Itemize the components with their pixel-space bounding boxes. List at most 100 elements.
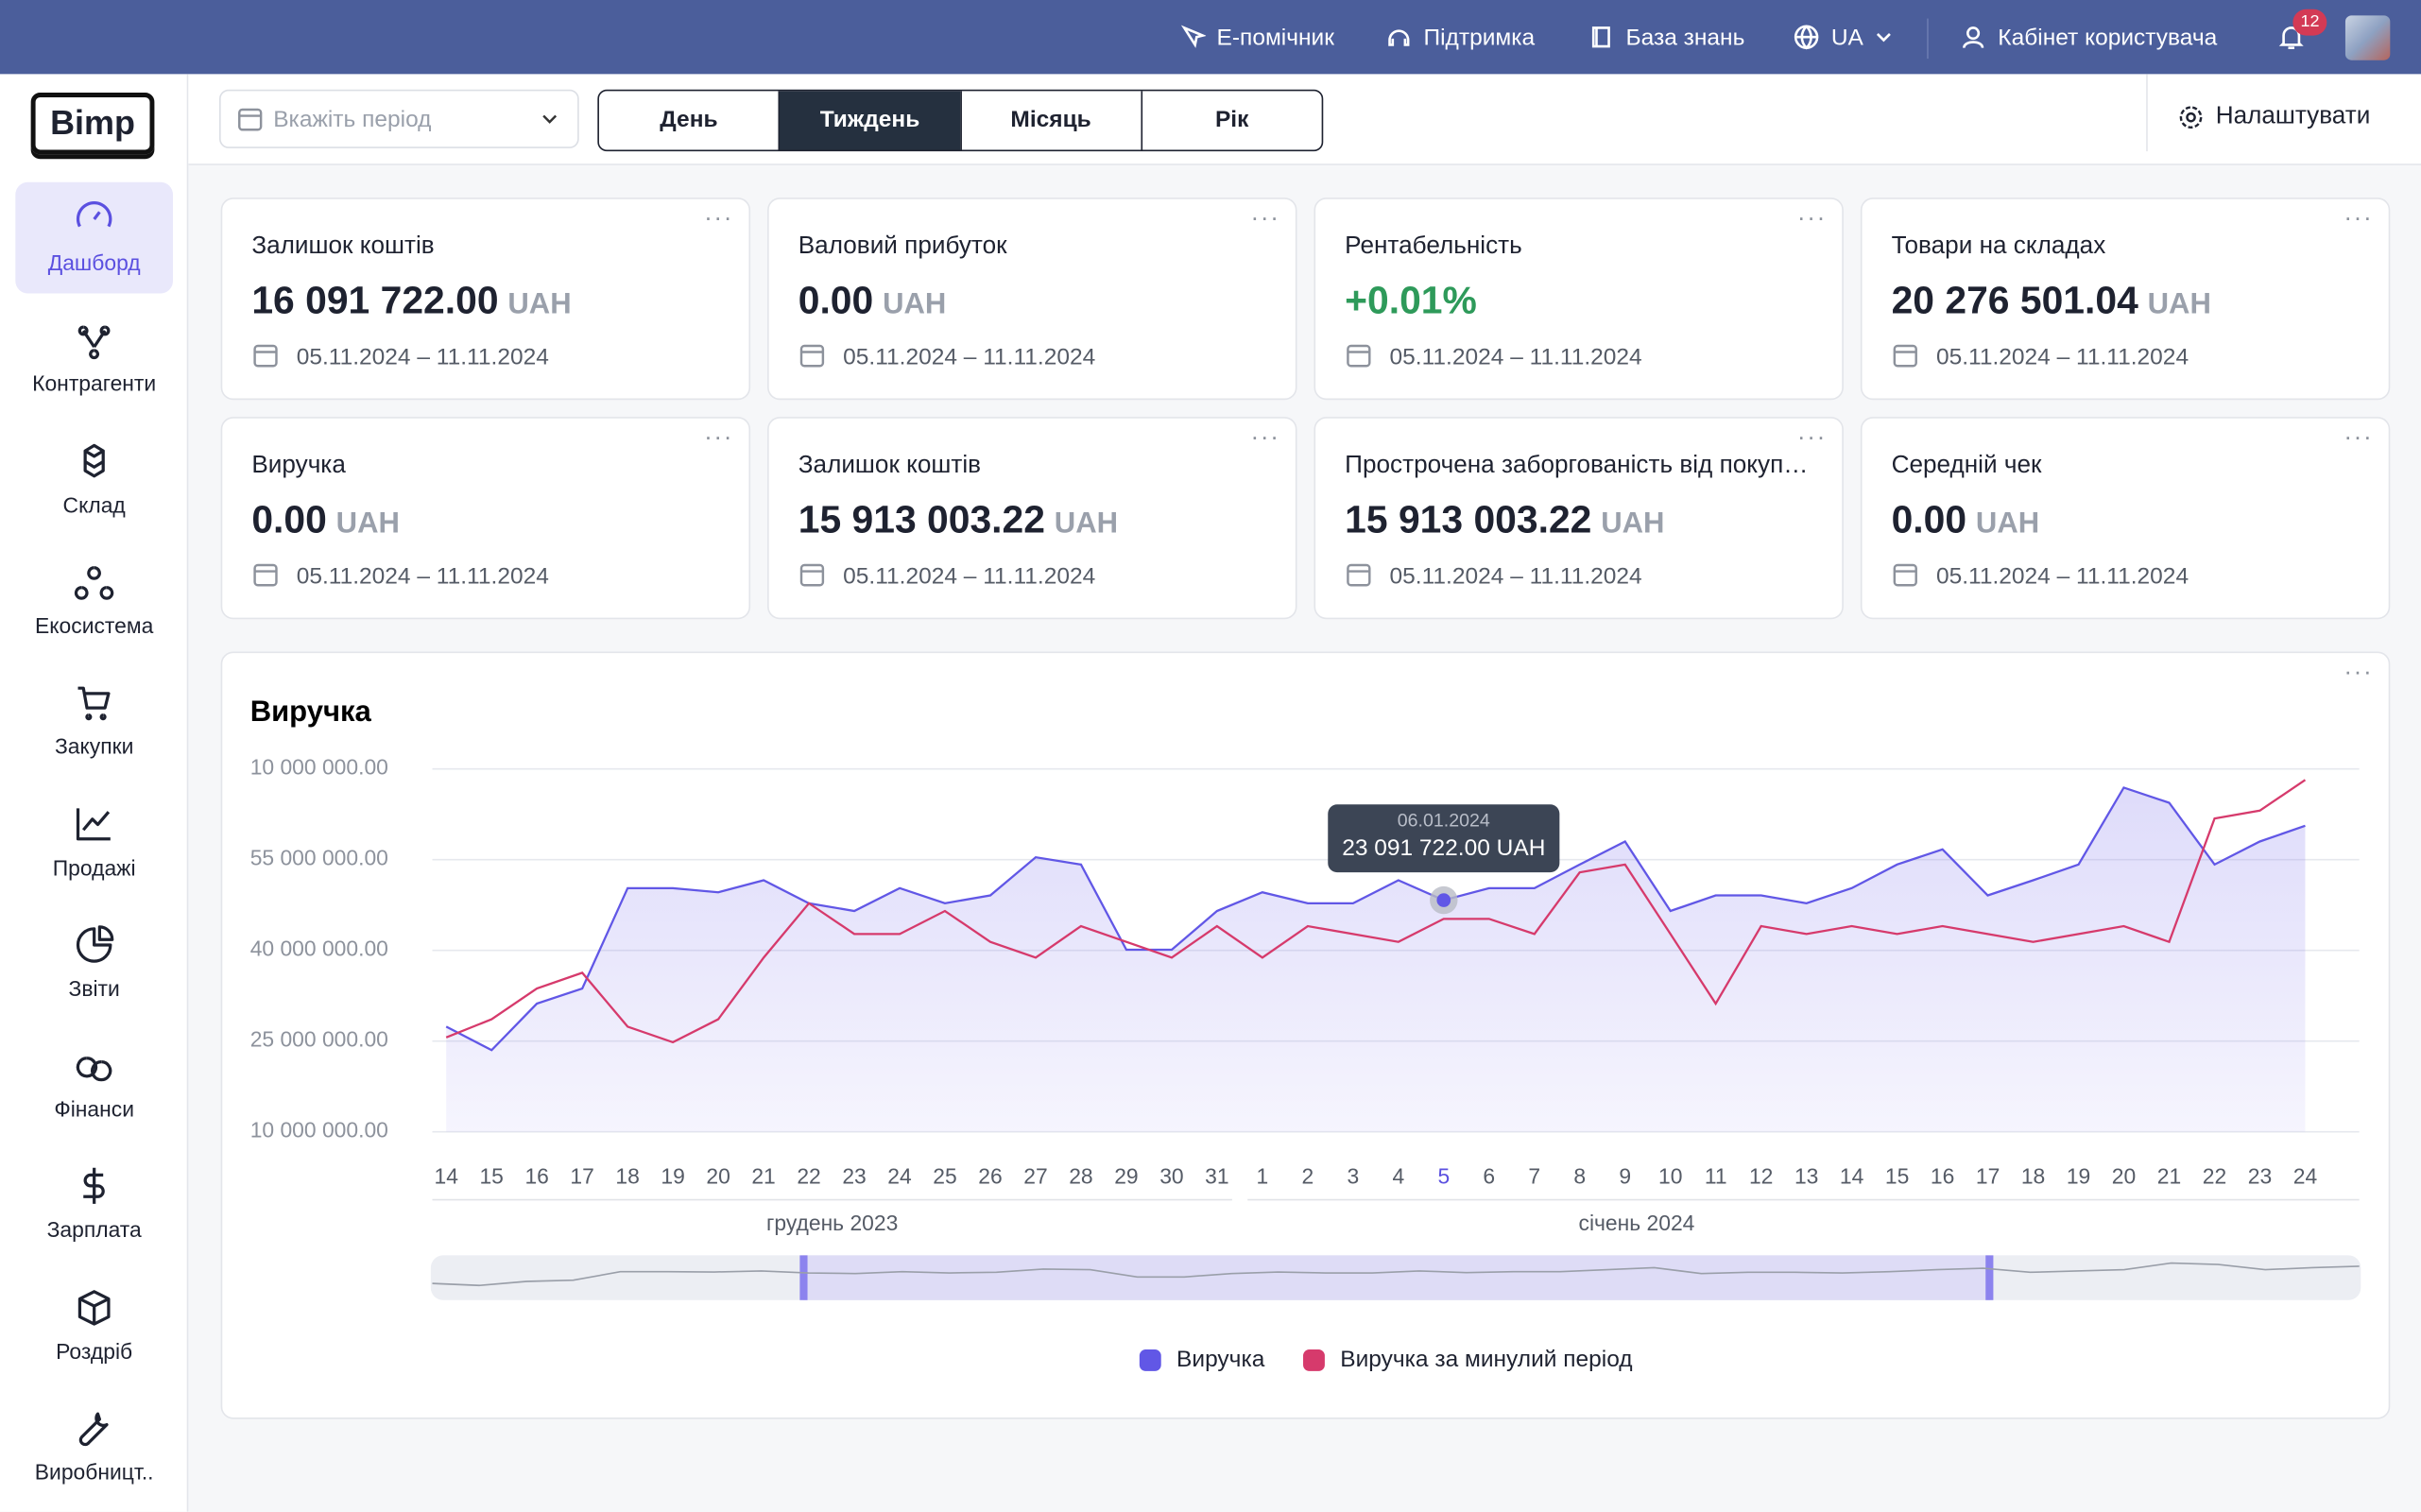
calendar-icon	[253, 344, 278, 368]
top-link[interactable]: Е-помічник	[1178, 0, 1334, 74]
nav-label: Склад	[62, 491, 126, 517]
top-link[interactable]: Підтримка	[1385, 0, 1536, 74]
card-period: 05.11.2024 – 11.11.2024	[1389, 563, 1642, 591]
nav-icon	[76, 924, 114, 963]
icon-path	[1591, 26, 1610, 48]
top-link[interactable]: UA	[1793, 0, 1893, 74]
card-value: 0.00 UAH	[798, 280, 947, 324]
nav-label: Виробницт..	[34, 1459, 154, 1485]
card-period: 05.11.2024 – 11.11.2024	[1935, 563, 2189, 591]
card-period: 05.11.2024 – 11.11.2024	[1935, 344, 2189, 371]
tab[interactable]: Рік	[1141, 91, 1322, 150]
card-menu[interactable]: ···	[2344, 205, 2374, 232]
navigator-window[interactable]	[802, 1255, 1991, 1300]
period-tabs: День Тиждень Місяць Рік	[597, 89, 1324, 152]
y-tick-label: 40 000 000.00	[250, 936, 388, 961]
card-menu[interactable]: ···	[1250, 424, 1280, 452]
x-tick-label: 20	[706, 1164, 730, 1189]
icon-path	[1388, 29, 1410, 46]
hover-point	[1436, 893, 1451, 907]
calendar-icon	[238, 108, 263, 131]
card-unit: UAH	[1601, 507, 1665, 541]
top-link[interactable]: База знань	[1588, 0, 1744, 74]
card-value: +0.01%	[1345, 280, 1477, 324]
x-tick-label: 15	[479, 1164, 503, 1189]
x-tick-label: 9	[1619, 1164, 1631, 1189]
nav-item[interactable]: Роздріб	[15, 1270, 173, 1382]
x-tick-label: 22	[797, 1164, 820, 1189]
nav-item[interactable]: Зарплата	[15, 1149, 173, 1261]
legend-swatch	[1303, 1349, 1325, 1371]
card-menu[interactable]: ···	[2344, 659, 2374, 686]
card-menu[interactable]: ···	[1796, 424, 1827, 452]
navigator-handle[interactable]	[799, 1255, 808, 1300]
card-menu[interactable]: ···	[1796, 205, 1827, 232]
top-icon	[1180, 25, 1207, 48]
card-menu[interactable]: ···	[704, 205, 734, 232]
legend-label[interactable]: Виручка за минулий період	[1340, 1347, 1632, 1372]
metric-card: ··· Середній чек 0.00 UAH 05.11.2024 – 11.11…	[1860, 417, 2391, 620]
card-title: Валовий прибуток	[798, 232, 1007, 260]
series-line	[445, 786, 2306, 1052]
tab[interactable]: День	[660, 106, 718, 133]
nav-label: Дашборд	[47, 249, 141, 275]
nav-label: Контрагенти	[32, 370, 157, 396]
y-tick-label: 55 000 000.00	[250, 846, 388, 870]
x-tick-label: 17	[570, 1164, 593, 1189]
nav-item[interactable]: Дашборд	[15, 181, 174, 294]
icon-path	[1794, 25, 1819, 50]
sidebar: Bimp Дашборд Контрагенти Склад Екосистема За…	[0, 74, 189, 1512]
legend-label[interactable]: Виручка	[1176, 1347, 1265, 1372]
logo[interactable]: Bimp	[30, 93, 155, 155]
x-tick-label: 4	[1392, 1164, 1404, 1189]
nav-icon	[76, 201, 112, 228]
nav-item[interactable]: Звіти	[15, 907, 173, 1019]
x-tick-label: 17	[1976, 1164, 2000, 1189]
nav-item[interactable]: Контрагенти	[15, 303, 173, 415]
x-tick-label: 19	[2067, 1164, 2090, 1189]
x-tick-label: 14	[1840, 1164, 1864, 1189]
chevron	[542, 114, 558, 124]
card-menu[interactable]: ···	[704, 424, 734, 452]
nav-item[interactable]: Продажі	[15, 786, 173, 898]
chart-title: Виручка	[250, 695, 372, 728]
card-period: 05.11.2024 – 11.11.2024	[843, 344, 1096, 371]
tab[interactable]: Тиждень	[778, 91, 960, 150]
settings-button[interactable]: Налаштувати	[2177, 103, 2370, 130]
card-amount: 0.00	[798, 279, 874, 323]
nav-item[interactable]: Екосистема	[15, 545, 173, 657]
chart: Виручка 10 000 000.00 25 000 000.00 40 000…	[250, 695, 2361, 1372]
tooltip	[1328, 804, 1560, 873]
metric-card: ··· Валовий прибуток 0.00 UAH 05.11.2024 – 1…	[767, 198, 1297, 401]
nav-item[interactable]: Фінанси	[15, 1028, 173, 1140]
x-tick-label: 18	[615, 1164, 639, 1189]
calendar-icon	[1893, 344, 1917, 368]
avatar[interactable]	[2344, 15, 2391, 60]
nav-item[interactable]: Склад	[15, 424, 173, 536]
card-amount: 15 913 003.22	[798, 498, 1045, 542]
navigator-handle[interactable]	[1985, 1255, 1994, 1300]
card-menu[interactable]: ···	[2344, 424, 2374, 452]
nav-item[interactable]: Закупки	[15, 666, 173, 778]
y-tick-label: 10 000 000.00	[250, 755, 388, 780]
x-tick-label: 21	[2157, 1164, 2181, 1189]
area	[446, 787, 2306, 1132]
tab[interactable]: Місяць	[959, 91, 1141, 150]
card-menu[interactable]: ···	[1250, 205, 1280, 232]
nav-label: Закупки	[54, 733, 134, 759]
card-unit: UAH	[335, 507, 400, 541]
navigator-line	[432, 1262, 2360, 1287]
nav-item[interactable]: Виробницт..	[15, 1391, 173, 1503]
card-amount: 0.00	[1891, 498, 1967, 542]
calendar-icon	[253, 563, 278, 587]
calendar-icon	[799, 563, 825, 587]
top-link[interactable]: Кабінет користувача	[1959, 0, 2217, 74]
x-tick-label: 18	[2021, 1164, 2045, 1189]
month-label: грудень 2023	[766, 1211, 898, 1235]
x-tick-label: 13	[1794, 1164, 1818, 1189]
period-picker[interactable]: Вкажіть період	[219, 89, 579, 148]
x-tick-label: 12	[1749, 1164, 1773, 1189]
top-link-label: Підтримка	[1423, 24, 1536, 51]
card-period: 05.11.2024 – 11.11.2024	[296, 563, 549, 591]
